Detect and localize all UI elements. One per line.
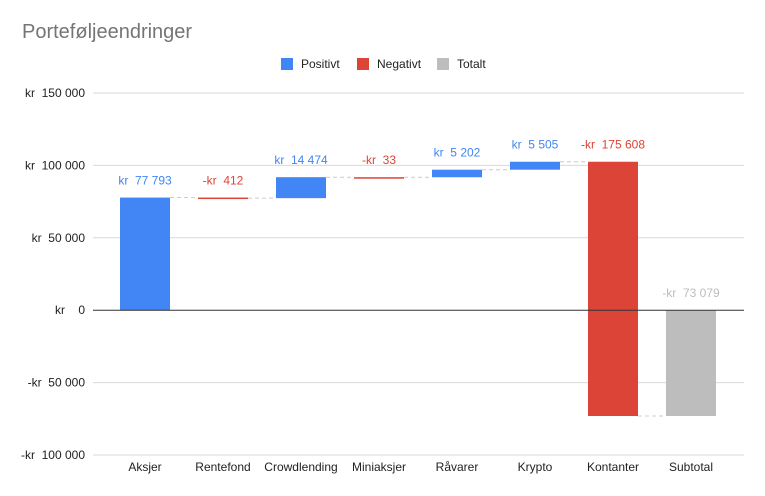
data-label: kr 5 202 <box>434 146 481 160</box>
category-label: Råvarer <box>436 460 479 474</box>
y-tick-label: kr 150 000 <box>25 86 85 100</box>
legend-label-total: Totalt <box>457 57 486 71</box>
data-label: kr 77 793 <box>118 174 172 188</box>
category-label: Krypto <box>518 460 553 474</box>
category-label: Aksjer <box>128 460 161 474</box>
category-label: Kontanter <box>587 460 639 474</box>
legend-swatch-positive <box>281 58 293 70</box>
y-tick-label: kr 100 000 <box>25 158 85 172</box>
bar <box>120 197 170 311</box>
category-label: Miniaksjer <box>352 460 406 474</box>
y-tick-label: -kr 50 000 <box>28 376 86 390</box>
category-label: Crowdlending <box>264 460 337 474</box>
legend-label-negative: Negativt <box>377 57 422 71</box>
y-axis: kr 150 000 kr 100 000 kr 50 000 kr 0 -kr 50 … <box>21 86 85 462</box>
data-label: -kr 73 079 <box>662 286 720 300</box>
data-label: -kr 412 <box>203 174 244 188</box>
data-label: -kr 175 608 <box>581 138 645 152</box>
category-label: Subtotal <box>669 460 713 474</box>
y-tick-label: -kr 100 000 <box>21 448 85 462</box>
legend-swatch-negative <box>357 58 369 70</box>
data-label: kr 5 505 <box>512 138 559 152</box>
bar <box>588 161 638 417</box>
x-axis: Aksjer Rentefond Crowdlending Miniaksjer Råv… <box>128 460 713 474</box>
bar <box>198 197 248 200</box>
connectors <box>170 161 666 417</box>
bar <box>276 177 326 199</box>
y-tick-label: kr 0 <box>55 303 85 317</box>
bar <box>354 177 404 179</box>
data-label: kr 14 474 <box>274 153 328 167</box>
bars <box>120 161 716 417</box>
bar <box>510 161 560 170</box>
legend: Positivt Negativt Totalt <box>281 57 486 71</box>
data-labels: kr 77 793 -kr 412 kr 14 474 -kr 33 kr 5 202 k… <box>118 138 720 300</box>
y-tick-label: kr 50 000 <box>32 231 86 245</box>
legend-label-positive: Positivt <box>301 57 340 71</box>
legend-swatch-total <box>437 58 449 70</box>
data-label: -kr 33 <box>362 153 396 167</box>
bar <box>432 169 482 178</box>
gridlines <box>93 92 744 456</box>
bar <box>666 310 716 417</box>
chart-title: Porteføljeendringer <box>22 21 192 43</box>
category-label: Rentefond <box>195 460 250 474</box>
